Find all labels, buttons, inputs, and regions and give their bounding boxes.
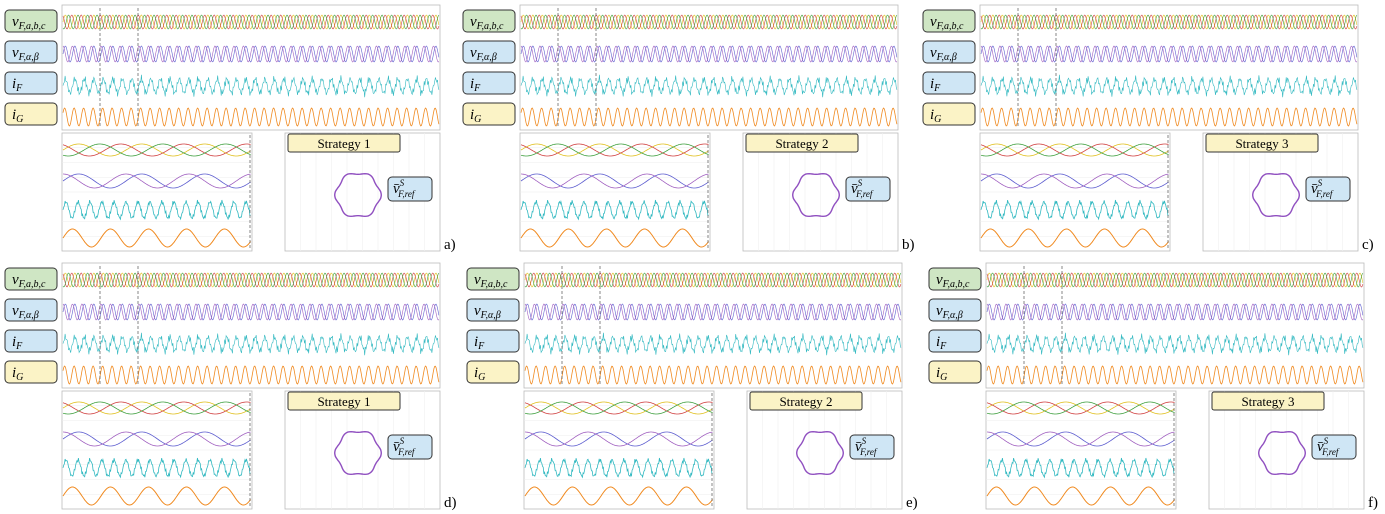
strategy-label: Strategy 2 <box>779 394 832 409</box>
signal-sub: F,α,β <box>18 52 39 63</box>
reference-sub: F,ref <box>397 447 416 457</box>
signal-sub: F <box>473 83 481 94</box>
signal-sub: F,α,β <box>476 52 497 63</box>
strategy-label: Strategy 1 <box>317 136 370 151</box>
signal-sub: F,α,β <box>480 310 501 321</box>
reference-sup: S <box>858 178 863 188</box>
strategy-label: Strategy 1 <box>317 394 370 409</box>
signal-sub: F,α,β <box>936 52 957 63</box>
panel: vF,a,b,cvF,α,βiFiGStrategy 1v̄SF,refa) <box>5 5 456 253</box>
reference-sub: F,ref <box>397 189 416 199</box>
signal-sub: F,a,b,c <box>476 21 504 32</box>
signal-sub: G <box>934 114 941 125</box>
panel-tag: d) <box>444 495 457 511</box>
signal-sub: F,a,b,c <box>480 279 508 290</box>
panel-tag: f) <box>1368 495 1378 511</box>
reference-sup: S <box>862 436 867 446</box>
signal-sub: G <box>940 372 947 383</box>
reference-sup: S <box>1318 178 1323 188</box>
signal-sub: F <box>15 83 23 94</box>
figure: vF,a,b,cvF,α,βiFiGStrategy 1v̄SF,refa)vF… <box>0 0 1385 514</box>
panel-tag: c) <box>1362 237 1374 253</box>
reference-sub: F,ref <box>1321 447 1340 457</box>
reference-sup: S <box>400 436 405 446</box>
signal-sub: F <box>477 341 485 352</box>
strategy-label: Strategy 3 <box>1241 394 1294 409</box>
panel: vF,a,b,cvF,α,βiFiGStrategy 2v̄SF,refb) <box>463 5 915 253</box>
signal-sub: F <box>933 83 941 94</box>
signal-sub: F <box>939 341 947 352</box>
signal-sub: G <box>478 372 485 383</box>
signal-sub: G <box>16 114 23 125</box>
panel-tag: a) <box>444 237 456 253</box>
signal-sub: F,α,β <box>18 310 39 321</box>
signal-sub: F <box>15 341 23 352</box>
signal-sub: F,a,b,c <box>18 21 46 32</box>
strategy-label: Strategy 3 <box>1235 136 1288 151</box>
panel: vF,a,b,cvF,α,βiFiGStrategy 3v̄SF,reff) <box>929 263 1378 511</box>
panel-tag: e) <box>906 495 918 511</box>
signal-sub: G <box>16 372 23 383</box>
reference-sup: S <box>1324 436 1329 446</box>
page: vF,a,b,cvF,α,βiFiGStrategy 1v̄SF,refa)vF… <box>0 0 1385 514</box>
reference-sub: F,ref <box>859 447 878 457</box>
signal-sub: F,a,b,c <box>942 279 970 290</box>
signal-sub: F,a,b,c <box>18 279 46 290</box>
signal-sub: G <box>474 114 481 125</box>
panel-tag: b) <box>902 237 915 253</box>
reference-sub: F,ref <box>855 189 874 199</box>
reference-sup: S <box>400 178 405 188</box>
signal-sub: F,α,β <box>942 310 963 321</box>
signal-sub: F,a,b,c <box>936 21 964 32</box>
panel: vF,a,b,cvF,α,βiFiGStrategy 3v̄SF,refc) <box>923 5 1374 253</box>
strategy-label: Strategy 2 <box>775 136 828 151</box>
reference-sub: F,ref <box>1315 189 1334 199</box>
